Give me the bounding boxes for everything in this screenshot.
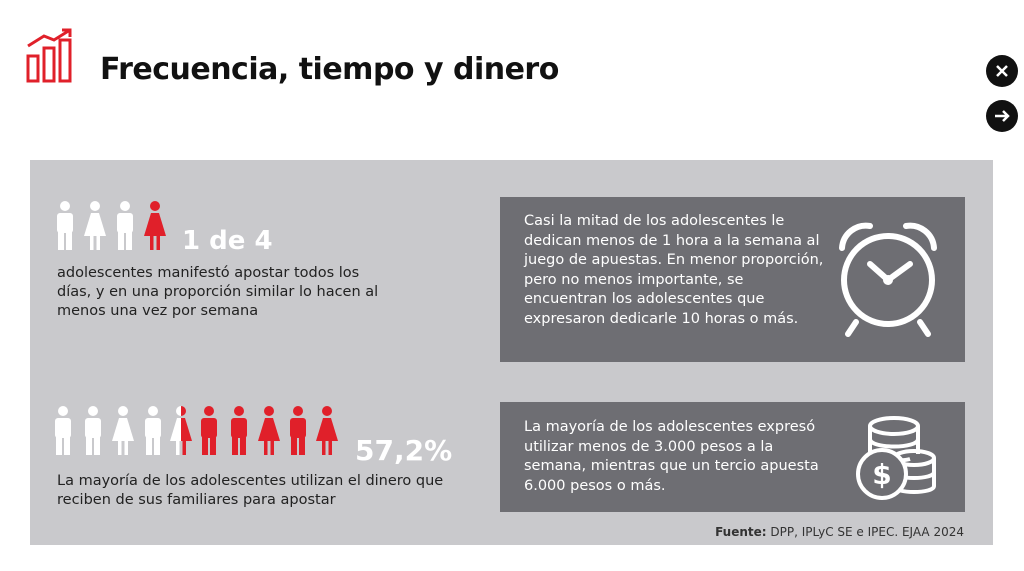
person-icon bbox=[145, 406, 161, 455]
person-icon bbox=[117, 201, 133, 250]
person-icon bbox=[55, 406, 71, 455]
person-icon bbox=[231, 406, 247, 455]
stat-text: adolescentes manifestó apostar todos los… bbox=[57, 265, 379, 319]
next-button[interactable] bbox=[986, 100, 1018, 132]
coins-icon: $ bbox=[856, 416, 936, 500]
person-icon bbox=[57, 201, 73, 250]
person-icon bbox=[201, 406, 217, 455]
page-title: Frecuencia, tiempo y dinero bbox=[100, 52, 559, 87]
info-text: La mayoría de los adolescentes expresó u… bbox=[524, 419, 819, 494]
person-icon bbox=[144, 201, 166, 250]
person-icon bbox=[290, 406, 306, 455]
person-icon bbox=[316, 406, 338, 455]
clock-icon bbox=[839, 222, 937, 337]
info-text: Casi la mitad de los adolescentes le ded… bbox=[524, 213, 824, 327]
source-note: Fuente: DPP, IPLyC SE e IPEC. EJAA 2024 bbox=[715, 525, 964, 539]
person-icon bbox=[112, 406, 134, 455]
person-icon bbox=[85, 406, 101, 455]
stat-figure: 1 de 4 bbox=[182, 226, 273, 256]
source-label: Fuente: bbox=[715, 525, 767, 539]
svg-text:$: $ bbox=[872, 458, 891, 491]
person-icon bbox=[181, 406, 192, 455]
person-icon bbox=[258, 406, 280, 455]
source-text: DPP, IPLyC SE e IPEC. EJAA 2024 bbox=[770, 525, 964, 539]
stat-text: La mayoría de los adolescentes utilizan … bbox=[57, 473, 444, 508]
close-button[interactable] bbox=[986, 55, 1018, 87]
person-icon bbox=[170, 406, 181, 455]
stat-figure: 57,2% bbox=[355, 434, 453, 467]
person-icon bbox=[84, 201, 106, 250]
chart-icon bbox=[26, 28, 72, 83]
